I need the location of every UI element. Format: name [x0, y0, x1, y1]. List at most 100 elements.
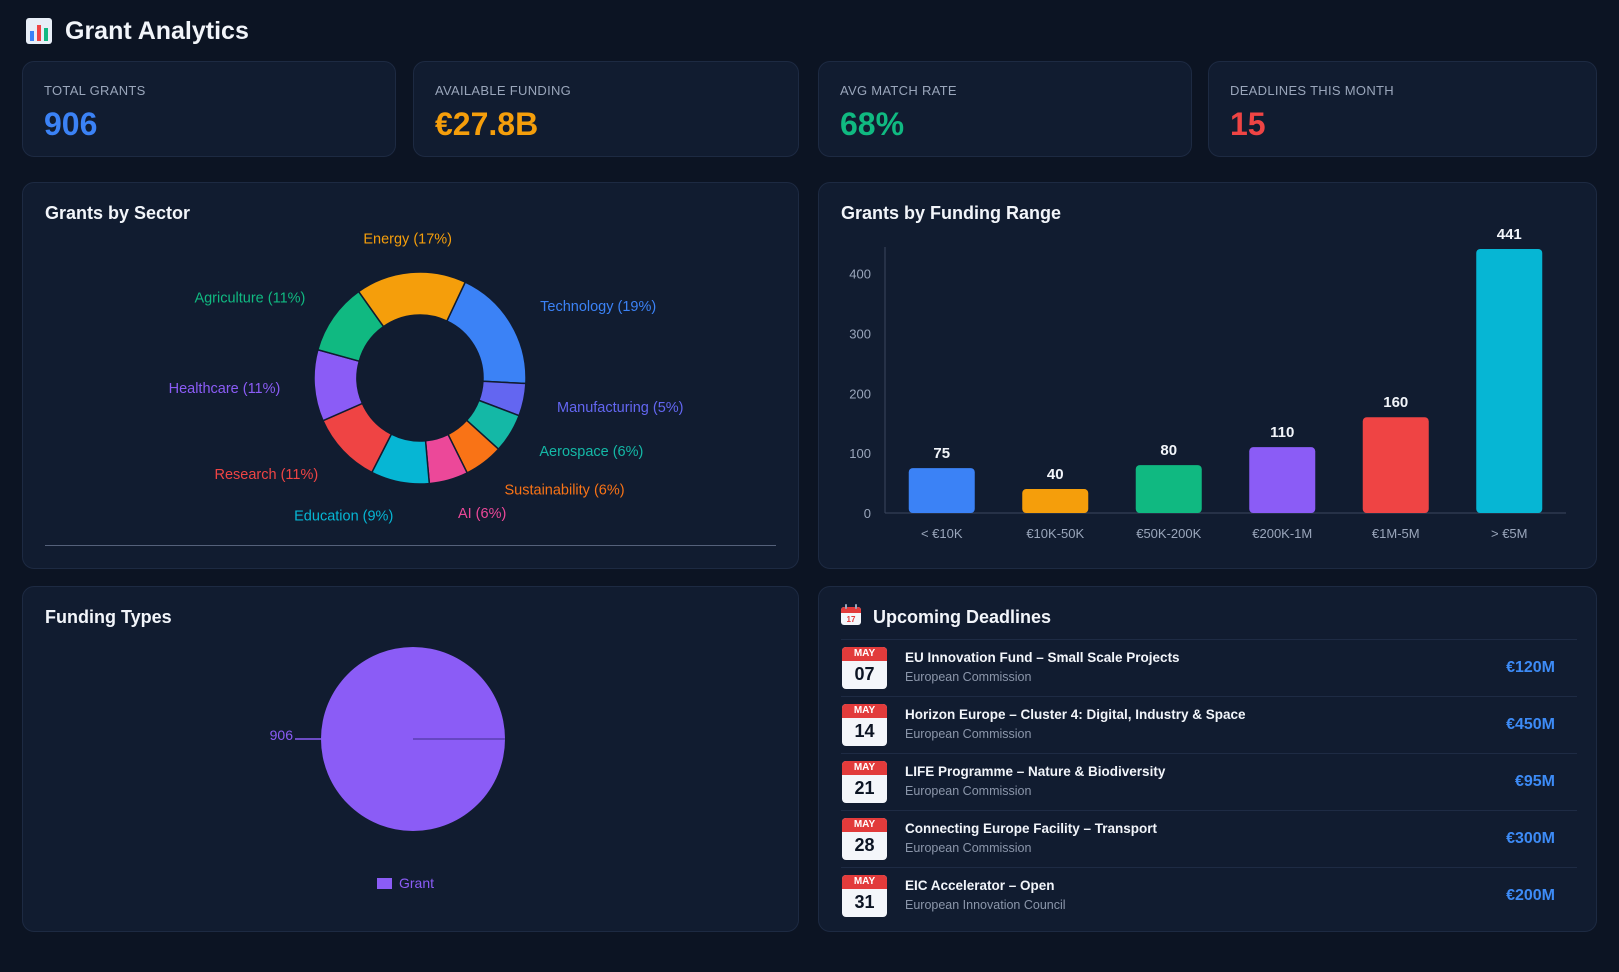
bar-value-label: 441 — [1497, 226, 1522, 243]
date-day: 31 — [854, 892, 875, 912]
x-tick-label: €50K-200K — [1136, 526, 1201, 541]
deadline-org: European Commission — [905, 841, 1032, 855]
divider — [45, 545, 776, 546]
stat-label: TOTAL GRANTS — [44, 83, 146, 98]
date-day: 07 — [854, 664, 875, 684]
deadline-title: Horizon Europe – Cluster 4: Digital, Ind… — [905, 707, 1246, 722]
calendar-icon: 17 — [841, 604, 861, 625]
panel-title: Upcoming Deadlines — [873, 607, 1052, 627]
y-tick-label: 400 — [849, 267, 871, 282]
funding-types-pie-chart: 906 Grant — [270, 647, 505, 891]
stat-value: 68% — [840, 106, 905, 142]
panel-title: Funding Types — [45, 607, 172, 627]
date-day: 21 — [854, 778, 875, 798]
funding-types-panel: Funding Types 906 Grant — [22, 586, 799, 932]
deadline-row[interactable]: MAY 14 Horizon Europe – Cluster 4: Digit… — [841, 696, 1577, 753]
pie-value-label: 906 — [270, 727, 294, 743]
x-tick-label: < €10K — [921, 526, 963, 541]
deadline-title: LIFE Programme – Nature & Biodiversity — [905, 764, 1166, 779]
deadline-title: EIC Accelerator – Open — [905, 878, 1055, 893]
deadline-title: EU Innovation Fund – Small Scale Project… — [905, 650, 1180, 665]
stat-card-avg-match-rate: AVG MATCH RATE 68% — [818, 61, 1192, 157]
stat-label: AVG MATCH RATE — [840, 83, 957, 98]
range-chart-panel: Grants by Funding Range 0 100 200 300 400 75 <… — [818, 182, 1597, 569]
x-tick-label: €200K-1M — [1252, 526, 1312, 541]
sector-donut-chart: Technology (19%) Manufacturing (5%) Aerosp… — [169, 232, 684, 525]
page-title: Grant Analytics — [65, 16, 249, 45]
date-badge: MAY 07 — [842, 647, 887, 689]
date-day: 28 — [854, 835, 875, 855]
x-tick-label: €1M-5M — [1372, 526, 1420, 541]
svg-text:17: 17 — [847, 615, 856, 624]
deadline-title: Connecting Europe Facility – Transport — [905, 821, 1158, 836]
donut-label-manufacturing: Manufacturing (5%) — [557, 400, 684, 416]
bar[interactable] — [1022, 489, 1089, 513]
bar-value-label: 160 — [1383, 394, 1408, 411]
deadline-org: European Commission — [905, 784, 1032, 798]
deadlines-panel: 17 Upcoming Deadlines MAY 07 EU Innovati… — [818, 586, 1597, 932]
donut-slice-energy[interactable] — [357, 271, 467, 328]
date-month: MAY — [842, 818, 887, 832]
deadline-org: European Commission — [905, 670, 1032, 684]
bar-chart-icon — [26, 18, 52, 44]
deadline-amount: €200M — [1506, 887, 1555, 904]
page-header: Grant Analytics — [25, 14, 249, 48]
y-tick-label: 100 — [849, 446, 871, 461]
deadline-amount: €120M — [1506, 659, 1555, 676]
sector-chart-panel: Grants by Sector Technology (19%) Manufac… — [22, 182, 799, 569]
date-month: MAY — [842, 704, 887, 718]
date-month: MAY — [842, 761, 887, 775]
x-tick-label: €10K-50K — [1026, 526, 1084, 541]
date-badge: MAY 28 — [842, 818, 887, 860]
stat-label: AVAILABLE FUNDING — [435, 83, 572, 98]
deadline-org: European Commission — [905, 727, 1032, 741]
y-tick-label: 300 — [849, 326, 871, 341]
donut-label-healthcare: Healthcare (11%) — [169, 381, 281, 397]
bar[interactable] — [1249, 447, 1316, 513]
date-badge: MAY 31 — [842, 875, 887, 917]
stat-value: 15 — [1230, 106, 1266, 142]
donut-label-research: Research (11%) — [215, 467, 319, 483]
deadline-row[interactable]: MAY 07 EU Innovation Fund – Small Scale … — [841, 639, 1577, 696]
donut-label-sustainability: Sustainability (6%) — [504, 483, 624, 499]
x-tick-label: > €5M — [1491, 526, 1528, 541]
stat-card-deadlines-this-month: DEADLINES THIS MONTH 15 — [1208, 61, 1597, 157]
deadline-amount: €300M — [1506, 830, 1555, 847]
legend-label: Grant — [399, 875, 434, 891]
deadline-amount: €95M — [1514, 773, 1555, 790]
bar-value-label: 40 — [1047, 466, 1064, 483]
stat-card-total-grants: TOTAL GRANTS 906 — [22, 61, 396, 157]
deadline-org: European Innovation Council — [905, 898, 1066, 912]
donut-label-aerospace: Aerospace (6%) — [539, 444, 643, 460]
y-tick-label: 200 — [849, 386, 871, 401]
bar[interactable] — [908, 468, 975, 513]
panel-title: Grants by Sector — [45, 203, 191, 223]
deadline-row[interactable]: MAY 21 LIFE Programme – Nature & Biodive… — [841, 753, 1577, 810]
bar[interactable] — [1476, 249, 1543, 513]
deadline-amount: €450M — [1506, 716, 1555, 733]
bar-value-label: 75 — [933, 445, 950, 462]
bar-value-label: 80 — [1160, 442, 1177, 459]
stat-label: DEADLINES THIS MONTH — [1230, 83, 1394, 98]
donut-label-agriculture: Agriculture (11%) — [194, 291, 305, 307]
deadline-row[interactable]: MAY 31 EIC Accelerator – Open European I… — [841, 867, 1577, 924]
bar[interactable] — [1362, 417, 1429, 513]
donut-label-energy: Energy (17%) — [363, 232, 452, 248]
donut-label-ai: AI (6%) — [458, 506, 506, 522]
date-day: 14 — [854, 721, 875, 741]
bar-value-label: 110 — [1270, 424, 1294, 441]
date-month: MAY — [842, 875, 887, 889]
stat-card-available-funding: AVAILABLE FUNDING €27.8B — [413, 61, 799, 157]
date-badge: MAY 14 — [842, 704, 887, 746]
date-month: MAY — [842, 647, 887, 661]
date-badge: MAY 21 — [842, 761, 887, 803]
stat-value: €27.8B — [435, 106, 539, 142]
donut-label-technology: Technology (19%) — [540, 299, 656, 315]
donut-label-education: Education (9%) — [294, 508, 393, 524]
deadline-row[interactable]: MAY 28 Connecting Europe Facility – Tran… — [841, 810, 1577, 867]
legend-swatch — [377, 878, 392, 889]
stat-value: 906 — [44, 106, 98, 142]
range-bar-chart: 0 100 200 300 400 75 < €10K 40 €10K-50K 80 €50K-20… — [849, 226, 1566, 541]
panel-title: Grants by Funding Range — [841, 203, 1062, 223]
bar[interactable] — [1135, 465, 1202, 513]
